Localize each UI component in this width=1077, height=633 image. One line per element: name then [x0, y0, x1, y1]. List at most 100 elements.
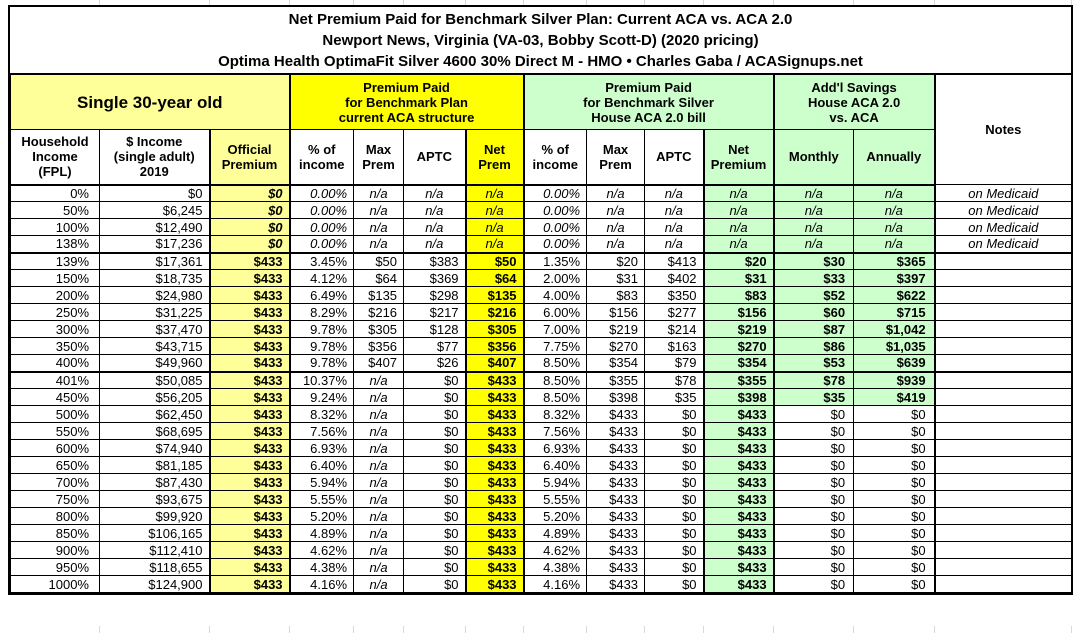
cell-official-premium: $0 [208, 235, 291, 253]
col-header-savings-monthly: Monthly [772, 129, 855, 186]
cell-aca-net-prem: n/a [464, 218, 525, 236]
cell-aca-pct-income: 9.24% [288, 388, 355, 406]
cell-official-premium: $433 [208, 575, 291, 593]
cell-aca-net-prem: $433 [464, 388, 525, 406]
cell-notes [933, 388, 1073, 406]
cell-aca-aptc: n/a [403, 235, 467, 253]
cell-savings-monthly: $0 [772, 439, 855, 457]
cell-fpl: 650% [10, 456, 100, 474]
cell-income: $6,245 [99, 201, 210, 219]
cell-aca2-pct-income: 2.00% [522, 269, 588, 287]
cell-income: $50,085 [99, 370, 210, 389]
cell-aca-max-prem: n/a [353, 370, 405, 389]
cell-aca-max-prem: n/a [353, 524, 405, 542]
cell-aca2-pct-income: 7.56% [522, 422, 588, 440]
col-header-official-premium: Official Premium [208, 129, 291, 186]
gridline-stub [1071, 0, 1072, 5]
cell-aca-net-prem: $64 [464, 269, 525, 287]
cell-income: $87,430 [99, 473, 210, 491]
cell-fpl: 750% [10, 490, 100, 508]
table-row: 350% $43,715 $433 9.78% $356 $77 $356 7.75% $270… [10, 337, 1073, 355]
cell-income: $31,225 [99, 303, 210, 321]
cell-aca-pct-income: 8.29% [288, 303, 355, 321]
table-title-block: Net Premium Paid for Benchmark Silver Pl… [10, 7, 1071, 74]
group-header-current-aca: Premium Paid for Benchmark Plan current … [288, 74, 525, 130]
cell-aca2-pct-income: 5.55% [522, 490, 588, 508]
col-header-income-single-adult: $ Income (single adult) 2019 [99, 129, 210, 186]
cell-aca2-aptc: $78 [644, 370, 705, 389]
cell-savings-annually: $0 [853, 575, 936, 593]
cell-income: $74,940 [99, 439, 210, 457]
cell-aca-max-prem: n/a [353, 439, 405, 457]
cell-official-premium: $433 [208, 354, 291, 372]
group-header-house-aca-2-0: Premium Paid for Benchmark Silver House … [522, 74, 775, 130]
cell-aca-max-prem: $64 [353, 269, 405, 287]
cell-aca2-aptc: $0 [644, 473, 705, 491]
table-row: 300% $37,470 $433 9.78% $305 $128 $305 7.00% $21… [10, 320, 1073, 338]
cell-aca-pct-income: 10.37% [288, 370, 355, 389]
gridline-stub [586, 626, 587, 633]
cell-aca-aptc: $0 [403, 439, 467, 457]
cell-savings-annually: $0 [853, 524, 936, 542]
cell-aca2-max-prem: $433 [586, 405, 646, 423]
cell-aca2-pct-income: 4.38% [522, 558, 588, 576]
cell-aca-aptc: $0 [403, 370, 467, 389]
cell-aca-net-prem: $50 [464, 251, 525, 270]
gridline-stub [1071, 626, 1072, 633]
cell-aca-max-prem: n/a [353, 235, 405, 253]
cell-aca-net-prem: $433 [464, 490, 525, 508]
gridline-stub [99, 0, 100, 5]
cell-aca-net-prem: $433 [464, 422, 525, 440]
col-header-savings-annually: Annually [853, 129, 936, 186]
gridline-stub [403, 626, 404, 633]
cell-fpl: 950% [10, 558, 100, 576]
col-header-aca2-net-premium: Net Premium [702, 129, 775, 186]
gridline-stub [644, 626, 645, 633]
cell-savings-monthly: $78 [772, 370, 855, 389]
cell-aca2-pct-income: 0.00% [522, 218, 588, 236]
table-row: 250% $31,225 $433 8.29% $216 $217 $216 6.00% $15… [10, 303, 1073, 321]
cell-aca-pct-income: 6.49% [288, 286, 355, 304]
table-location-line: Newport News, Virginia (VA-03, Bobby Sco… [322, 32, 759, 49]
cell-income: $112,410 [99, 541, 210, 559]
cell-savings-annually: $0 [853, 507, 936, 525]
cell-aca-aptc: $369 [403, 269, 467, 287]
cell-aca2-pct-income: 4.00% [522, 286, 588, 304]
table-row: 850% $106,165 $433 4.89% n/a $0 $433 4.89% $433 $… [10, 524, 1073, 542]
cell-savings-monthly: $87 [772, 320, 855, 338]
table-row: 50% $6,245 $0 0.00% n/a n/a n/a 0.00% n/a n/a n/a n… [10, 201, 1073, 219]
cell-aca-pct-income: 9.78% [288, 320, 355, 338]
cell-aca2-net-premium: $83 [702, 286, 775, 304]
cell-savings-annually: $639 [853, 354, 936, 372]
cell-notes [933, 354, 1073, 372]
table-row: 700% $87,430 $433 5.94% n/a $0 $433 5.94% $433 $0… [10, 473, 1073, 491]
table-row: 950% $118,655 $433 4.38% n/a $0 $433 4.38% $433 $… [10, 558, 1073, 576]
cell-aca-max-prem: n/a [353, 490, 405, 508]
cell-aca2-aptc: n/a [644, 201, 705, 219]
cell-aca-pct-income: 7.56% [288, 422, 355, 440]
cell-aca-aptc: $217 [403, 303, 467, 321]
cell-savings-monthly: $33 [772, 269, 855, 287]
cell-aca2-pct-income: 5.20% [522, 507, 588, 525]
cell-aca-max-prem: n/a [353, 575, 405, 593]
cell-aca-max-prem: n/a [353, 456, 405, 474]
cell-official-premium: $433 [208, 405, 291, 423]
cell-official-premium: $433 [208, 490, 291, 508]
cell-aca-net-prem: $433 [464, 405, 525, 423]
cell-aca2-pct-income: 5.94% [522, 473, 588, 491]
cell-aca-aptc: $0 [403, 456, 467, 474]
cell-income: $118,655 [99, 558, 210, 576]
cell-aca2-pct-income: 4.62% [522, 541, 588, 559]
cell-aca-max-prem: n/a [353, 218, 405, 236]
cell-official-premium: $433 [208, 439, 291, 457]
cell-aca-net-prem: n/a [464, 235, 525, 253]
cell-savings-monthly: $0 [772, 405, 855, 423]
cell-notes [933, 439, 1073, 457]
cell-aca2-max-prem: n/a [586, 235, 646, 253]
gridline-stub [289, 626, 290, 633]
cell-notes [933, 541, 1073, 559]
cell-savings-annually: $397 [853, 269, 936, 287]
cell-aca2-pct-income: 1.35% [522, 251, 588, 270]
cell-official-premium: $433 [208, 251, 291, 270]
cell-aca-aptc: $0 [403, 405, 467, 423]
